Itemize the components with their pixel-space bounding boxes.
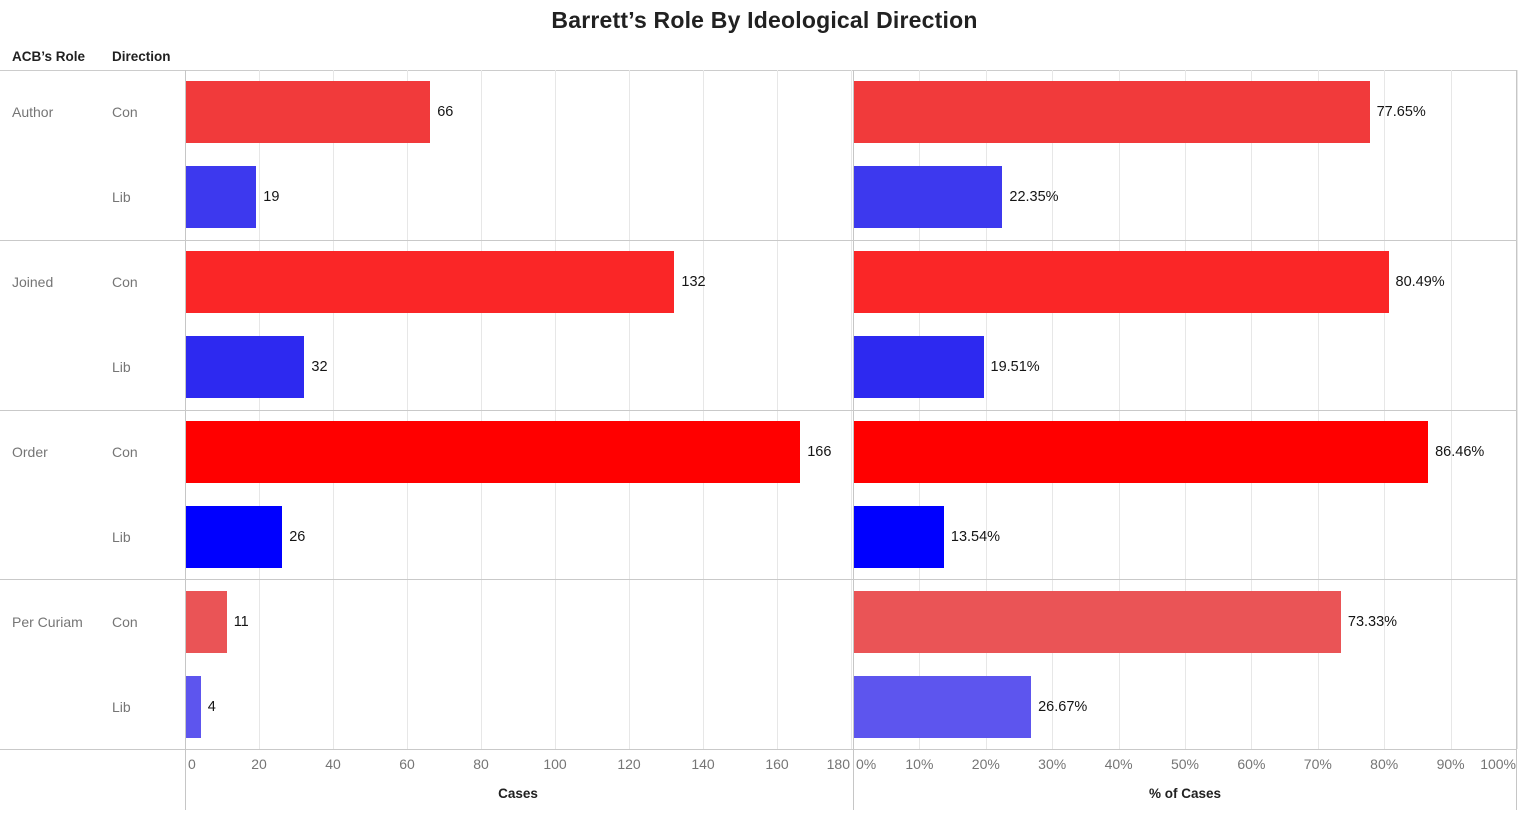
role-label-joined: Joined: [12, 274, 54, 291]
axis-tick-label-pct: 10%: [905, 756, 934, 772]
role-label-per-curiam: Per Curiam: [12, 613, 83, 630]
role-label-author: Author: [12, 104, 54, 121]
direction-label-author-lib: Lib: [112, 189, 131, 206]
bar-value-label: 166: [807, 443, 832, 460]
axis-tick-label-pct: 100%: [1480, 756, 1516, 772]
role-label-order: Order: [12, 443, 48, 460]
bar-value-label: 86.46%: [1435, 443, 1485, 460]
direction-label-order-con: Con: [112, 443, 138, 460]
axis-tick-label-cases: 60: [399, 756, 415, 772]
bar-value-label: 11: [233, 613, 249, 630]
x-axis-line: [0, 749, 1517, 750]
axis-tick-label-pct: 90%: [1436, 756, 1465, 772]
bar-pct-author-lib[interactable]: [854, 166, 1003, 229]
axis-title-pct: % of Cases: [1148, 786, 1222, 801]
bar-value-label: 66: [437, 104, 454, 121]
bar-cases-order-con[interactable]: [186, 420, 801, 483]
direction-label-order-lib: Lib: [112, 528, 131, 545]
bar-value-label: 26.67%: [1038, 698, 1088, 715]
header-divider-line: [0, 70, 1517, 71]
column-header-direction: Direction: [112, 49, 171, 64]
chart-title: Barrett’s Role By Ideological Direction: [551, 7, 978, 33]
axis-tick-label-cases: 20: [251, 756, 267, 772]
bar-cases-joined-con[interactable]: [186, 251, 675, 314]
direction-label-joined-lib: Lib: [112, 359, 131, 376]
axis-tick-label-cases: 160: [765, 756, 789, 772]
bar-value-label: 4: [207, 698, 216, 715]
bar-value-label: 26: [289, 528, 306, 545]
right-panel-end-border: [1516, 70, 1517, 810]
direction-label-joined-con: Con: [112, 274, 138, 291]
axis-tick-label-pct: 70%: [1303, 756, 1332, 772]
bar-value-label: 13.54%: [950, 528, 1001, 545]
bar-value-label: 77.65%: [1376, 104, 1426, 121]
bar-cases-order-lib[interactable]: [186, 505, 283, 568]
group-separator-line: [0, 409, 1517, 411]
bar-value-label: 32: [311, 359, 328, 376]
bar-cases-author-con[interactable]: [186, 81, 431, 144]
axis-tick-label-cases: 180: [826, 756, 850, 772]
bar-pct-per-curiam-lib[interactable]: [854, 675, 1032, 738]
axis-tick-label-pct: 80%: [1370, 756, 1399, 772]
axis-tick-label-cases: 100: [543, 756, 567, 772]
axis-tick-label-pct: 20%: [971, 756, 1000, 772]
axis-tick-label-cases: 120: [617, 756, 641, 772]
column-header-role: ACB’s Role: [12, 49, 86, 64]
axis-tick-label-pct: 60%: [1237, 756, 1266, 772]
axis-tick-label-pct: 50%: [1170, 756, 1200, 772]
bar-value-label: 132: [681, 274, 706, 291]
bar-value-label: 19: [263, 189, 280, 206]
direction-label-per-curiam-con: Con: [112, 613, 138, 630]
bar-pct-per-curiam-con[interactable]: [854, 590, 1341, 653]
axis-tick-label-pct: 0%: [856, 756, 877, 772]
direction-label-author-con: Con: [112, 104, 138, 121]
group-separator-line: [0, 579, 1517, 581]
direction-label-per-curiam-lib: Lib: [112, 698, 131, 715]
bar-cases-author-lib[interactable]: [186, 166, 257, 229]
bar-pct-joined-lib[interactable]: [854, 336, 984, 399]
axis-tick-label-pct: 40%: [1104, 756, 1133, 772]
bar-cases-per-curiam-lib[interactable]: [186, 675, 201, 738]
axis-tick-label-cases: 0: [188, 756, 196, 772]
axis-tick-label-cases: 40: [325, 756, 341, 772]
bar-pct-author-con[interactable]: [854, 81, 1370, 144]
bar-value-label: 22.35%: [1009, 189, 1059, 206]
bar-pct-order-lib[interactable]: [854, 505, 944, 568]
bar-value-label: 73.33%: [1347, 613, 1398, 630]
left-panel-axis-border: [185, 70, 186, 810]
bar-value-label: 80.49%: [1395, 274, 1445, 291]
bar-cases-per-curiam-con[interactable]: [186, 590, 227, 653]
axis-tick-label-pct: 30%: [1038, 756, 1067, 772]
bar-value-label: 19.51%: [990, 359, 1040, 376]
axis-tick-label-cases: 140: [691, 756, 715, 772]
axis-title-cases: Cases: [498, 786, 538, 801]
bar-cases-joined-lib[interactable]: [186, 336, 305, 399]
group-separator-line: [0, 239, 1517, 241]
gridline: [1517, 70, 1518, 749]
bar-pct-order-con[interactable]: [854, 420, 1429, 483]
bar-pct-joined-con[interactable]: [854, 251, 1389, 314]
axis-tick-label-cases: 80: [473, 756, 489, 772]
panel-divider-border: [853, 70, 854, 810]
